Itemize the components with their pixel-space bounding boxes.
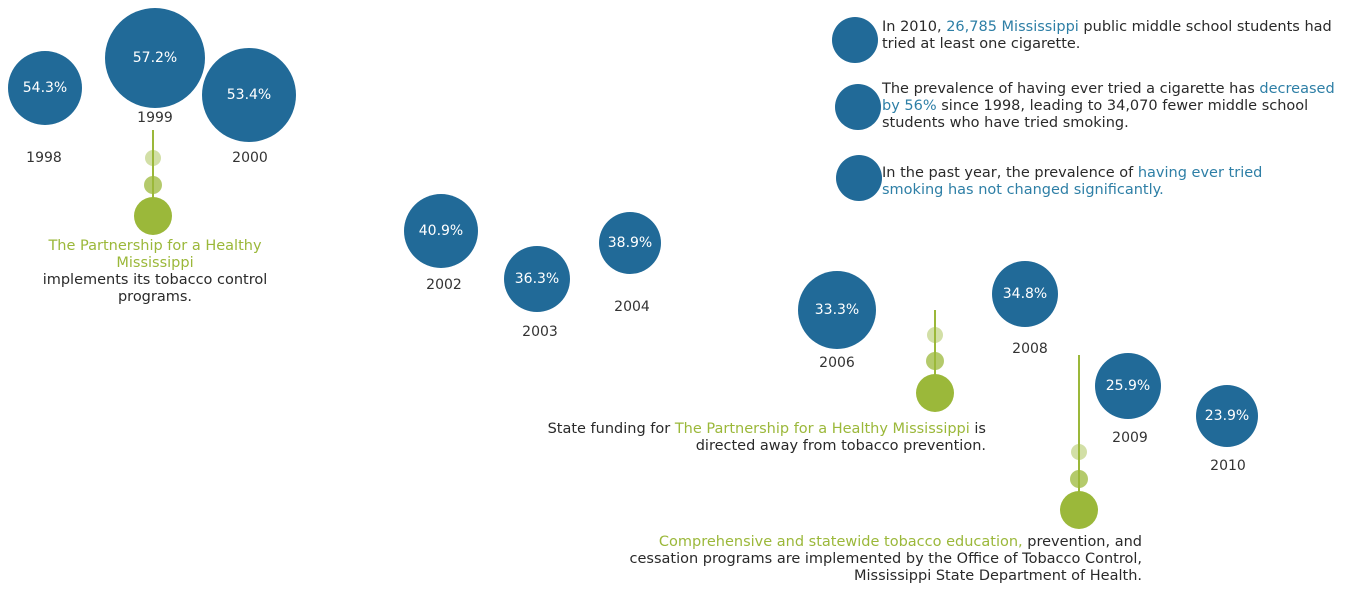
annotation-2006-text-after: is directed away from tobacco prevention…: [695, 421, 986, 454]
bubble-2002: [404, 194, 478, 268]
timeline-dot-1998-2: [144, 176, 162, 194]
bubbles-layer: 54.3% 1998 57.2% 1999 53.4% 2000 40.9% 2002 36.3…: [8, 8, 1258, 474]
year-label-2010: 2010: [1210, 458, 1246, 474]
annotation-2006-text-before: State funding for: [547, 421, 675, 437]
fact-3: In the past year, the prevalence of havi…: [882, 165, 1282, 199]
fact-2-highlight: decreased by 56%: [882, 81, 1335, 114]
fact-1-after: public middle school students had tried …: [882, 19, 1332, 52]
annotation-1998-text: implements its tobacco control programs.: [42, 272, 268, 305]
annotation-2009: Comprehensive and statewide tobacco educ…: [620, 534, 1142, 585]
timeline-dot-2006-1: [927, 327, 943, 343]
fact-2: The prevalence of having ever tried a ci…: [882, 81, 1342, 132]
bubble-1999: [105, 8, 205, 108]
timeline-dot-2006-3: [916, 374, 954, 412]
value-label-2010: 23.9%: [1205, 408, 1249, 424]
timeline-dot-1998-3: [134, 197, 172, 235]
bubble-2008: [992, 261, 1058, 327]
fact-2-before: The prevalence of having ever tried a ci…: [882, 81, 1260, 97]
fact-dot-3: [836, 155, 882, 201]
annotation-1998-highlight: The Partnership for a Healthy Mississipp…: [48, 238, 262, 271]
value-label-2008: 34.8%: [1003, 286, 1047, 302]
timeline-markers: [134, 130, 1098, 529]
bubble-1998: [8, 51, 82, 125]
value-label-2004: 38.9%: [608, 235, 652, 251]
year-label-2003: 2003: [522, 324, 558, 340]
year-label-2006: 2006: [819, 355, 855, 371]
timeline-dot-2009-1: [1071, 444, 1087, 460]
fact-1-highlight: 26,785 Mississippi: [946, 19, 1079, 35]
annotation-2009-highlight: Comprehensive and statewide tobacco educ…: [658, 534, 1023, 550]
timeline-dot-2009-2: [1070, 470, 1088, 488]
fact-1-before: In 2010,: [882, 19, 947, 35]
value-label-2006: 33.3%: [815, 302, 859, 318]
timeline-dot-2009-3: [1060, 491, 1098, 529]
value-label-2000: 53.4%: [227, 87, 271, 103]
year-label-2008: 2008: [1012, 341, 1048, 357]
timeline-dot-2006-2: [926, 352, 944, 370]
bubble-2009: [1095, 353, 1161, 419]
fact-2-after: since 1998, leading to 34,070 fewer midd…: [882, 98, 1309, 131]
annotation-2006-highlight: The Partnership for a Healthy Mississipp…: [674, 421, 970, 437]
annotation-2009-text: prevention, and cessation programs are i…: [629, 534, 1142, 584]
bubble-2004: [599, 212, 661, 274]
value-label-2009: 25.9%: [1106, 378, 1150, 394]
fact-3-before: In the past year, the prevalence of: [882, 165, 1138, 181]
fact-dots: [832, 17, 882, 201]
year-label-2009: 2009: [1112, 430, 1148, 446]
value-label-2003: 36.3%: [515, 271, 559, 287]
year-label-1998: 1998: [26, 150, 62, 166]
year-label-2000: 2000: [232, 150, 268, 166]
fact-dot-1: [832, 17, 878, 63]
fact-1: In 2010, 26,785 Mississippi public middl…: [882, 19, 1342, 53]
fact-3-highlight: having ever tried smoking has not change…: [882, 165, 1263, 198]
annotation-1998: The Partnership for a Healthy Mississipp…: [40, 238, 270, 306]
bubble-2010: [1196, 385, 1258, 447]
year-label-1999: 1999: [137, 110, 173, 126]
bubble-2003: [504, 246, 570, 312]
value-label-1999: 57.2%: [133, 50, 177, 66]
bubble-2006: [798, 271, 876, 349]
bubble-2000: [202, 48, 296, 142]
annotation-2006: State funding for The Partnership for a …: [520, 421, 986, 455]
value-label-1998: 54.3%: [23, 80, 67, 96]
value-label-2002: 40.9%: [419, 223, 463, 239]
year-label-2004: 2004: [614, 299, 650, 315]
fact-dot-2: [835, 84, 881, 130]
year-label-2002: 2002: [426, 277, 462, 293]
timeline-dot-1998-1: [145, 150, 161, 166]
